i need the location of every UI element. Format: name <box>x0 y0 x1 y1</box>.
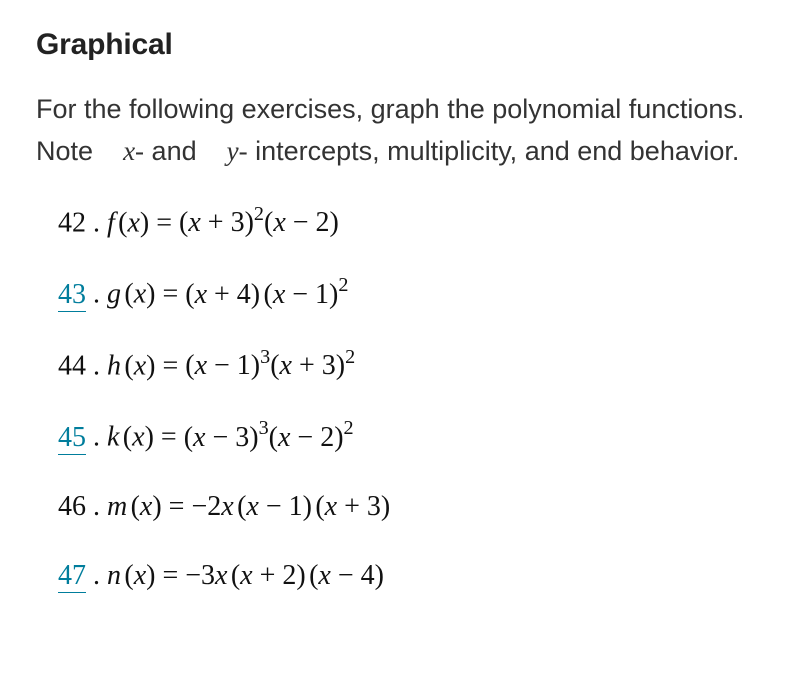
rhs: (x − 3)3(x − 2)2 <box>184 422 354 453</box>
function-letter: k <box>107 422 119 453</box>
exercise-item: 42 . f(x) = (x + 3)2(x − 2) <box>58 201 764 243</box>
exercise-item: 44 . h(x) = (x − 1)3(x + 3)2 <box>58 344 764 386</box>
exercise-item: 47 . n(x) = −3x(x + 2)(x − 4) <box>58 556 764 595</box>
instructions-tail: intercepts, multiplicity, and end behavi… <box>248 136 740 166</box>
rhs: (x + 4)(x − 1)2 <box>185 279 348 310</box>
exercise-item: 43 . g(x) = (x + 4)(x − 1)2 <box>58 272 764 314</box>
exercise-number-link[interactable]: 45 <box>58 422 86 455</box>
exercise-list: 42 . f(x) = (x + 3)2(x − 2) 43 . g(x) = … <box>36 201 764 595</box>
exercise-number: 44 <box>58 350 86 381</box>
function-letter: g <box>107 279 121 310</box>
section-heading: Graphical <box>36 28 764 62</box>
function-letter: h <box>107 350 121 381</box>
instructions-mid: and <box>144 136 197 166</box>
function-letter: n <box>107 560 121 591</box>
exercise-instructions: For the following exercises, graph the p… <box>36 89 764 173</box>
exercise-item: 46 . m(x) = −2x(x − 1)(x + 3) <box>58 487 764 526</box>
exercise-number-link[interactable]: 47 <box>58 560 86 593</box>
exercise-item: 45 . k(x) = (x − 3)3(x − 2)2 <box>58 415 764 457</box>
function-letter: f <box>107 207 115 238</box>
rhs: (x − 1)3(x + 3)2 <box>185 350 355 381</box>
exercise-number: 46 <box>58 491 86 522</box>
rhs: (x + 3)2(x − 2) <box>179 207 339 238</box>
rhs: −3x(x + 2)(x − 4) <box>185 560 384 591</box>
rhs: −2x(x − 1)(x + 3) <box>191 491 390 522</box>
y-var: y- <box>227 136 248 166</box>
exercise-number: 42 <box>58 207 86 238</box>
function-letter: m <box>107 491 127 522</box>
x-var: x- <box>123 136 144 166</box>
exercise-number-link[interactable]: 43 <box>58 279 86 312</box>
